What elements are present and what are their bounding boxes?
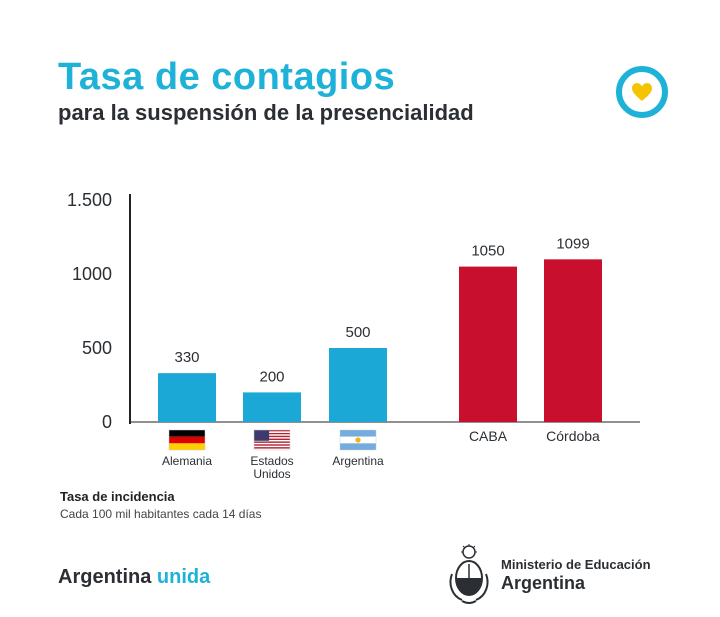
y-tick-label: 1.500	[67, 190, 112, 210]
chart-title: Tasa de contagios	[58, 56, 396, 98]
data-label: 330	[174, 349, 199, 366]
y-tick-label: 1000	[72, 264, 112, 284]
bar-estados-unidos	[243, 392, 301, 422]
flag-usa-stripe	[254, 432, 290, 435]
footer-brand-main: Argentina	[58, 566, 152, 588]
footer-brand: Argentina unida	[58, 566, 210, 589]
flag-germany-stripe	[169, 430, 205, 437]
flag-argentina-stripe	[340, 430, 376, 437]
flag-argentina-sun	[355, 437, 361, 443]
flag-germany-icon	[168, 429, 206, 451]
flag-usa-canton	[254, 430, 270, 441]
flag-germany-stripe	[169, 436, 205, 444]
x-tick-label: Estados	[250, 454, 293, 468]
data-label: 1099	[556, 235, 589, 252]
x-tick-label: Argentina	[332, 454, 384, 468]
flag-usa-icon	[253, 429, 291, 451]
data-label: 500	[345, 324, 370, 341]
heart-icon	[632, 83, 652, 101]
ministry-logo-text: Ministerio de Educación Argentina	[501, 557, 651, 594]
flag-germany-stripe	[169, 443, 205, 450]
data-label: 1050	[471, 243, 504, 260]
footer-brand-accent: unida	[156, 566, 211, 588]
y-tick-label: 500	[82, 338, 112, 358]
flag-usa-stripe	[254, 447, 290, 449]
heart-badge-icon	[616, 66, 668, 118]
flag-usa-stripe	[254, 444, 290, 446]
flag-usa-stripe	[254, 430, 290, 432]
note-title: Tasa de incidencia	[60, 489, 175, 504]
y-tick-label: 0	[102, 412, 112, 432]
bar-argentina	[329, 348, 387, 422]
x-tick-label: Córdoba	[546, 428, 600, 444]
x-tick-label: Alemania	[162, 454, 212, 468]
bar-caba	[459, 266, 517, 422]
ministry-line1: Ministerio de Educación	[501, 557, 651, 572]
argentina-coat-of-arms-icon	[449, 544, 489, 604]
flag-usa-stripe	[254, 435, 290, 438]
bar-córdoba	[544, 259, 602, 422]
flag-argentina-stripe	[340, 443, 376, 450]
bar-chart: 0 500 1000 1.500 330 Alemania 200 EstadosUnidos…	[67, 190, 640, 480]
note-subtitle: Cada 100 mil habitantes cada 14 días	[60, 507, 262, 521]
x-tick-label: Unidos	[253, 467, 290, 480]
flag-usa-stripe-white	[254, 431, 290, 433]
bar-alemania	[158, 373, 216, 422]
flag-usa-stripe	[254, 438, 290, 440]
flag-usa-stripe	[254, 441, 290, 443]
data-label: 200	[259, 368, 284, 385]
ministry-line2: Argentina	[501, 573, 586, 593]
flag-argentina-icon	[339, 429, 377, 451]
chart-subtitle: para la suspensión de la presencialidad	[58, 100, 474, 125]
x-tick-label: CABA	[469, 428, 508, 444]
